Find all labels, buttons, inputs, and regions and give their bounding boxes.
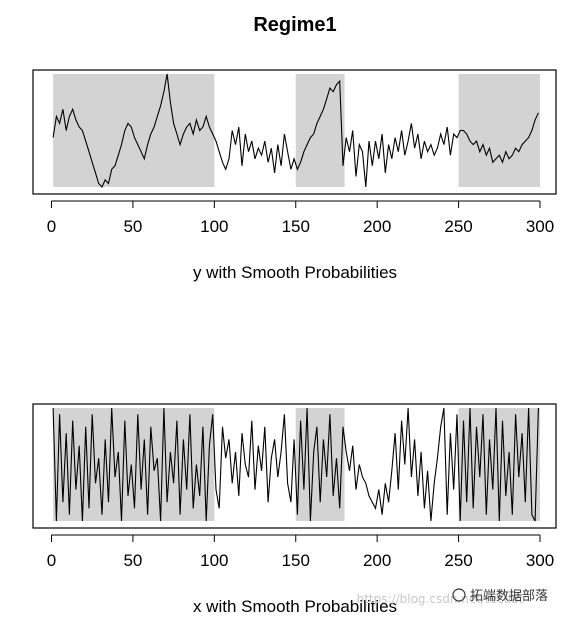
x-tick-label-0: 0	[47, 217, 56, 236]
regime-shading-0	[53, 74, 215, 187]
x-tick-label-150: 150	[282, 551, 310, 570]
regime-shading-2	[458, 74, 540, 187]
x-axis-label: x with Smooth Probabilities	[193, 597, 397, 616]
x-tick-label-200: 200	[363, 551, 391, 570]
x-tick-label-150: 150	[282, 217, 310, 236]
panel-y: 0 50 100 150 200 250 300 y with Smooth Probabil…	[32, 69, 557, 282]
x-tick-label-200: 200	[363, 217, 391, 236]
x-tick-label-250: 250	[444, 217, 472, 236]
plot-frame	[32, 69, 557, 195]
watermark-text: 拓端数据部落	[470, 589, 548, 604]
x-axis-label: y with Smooth Probabilities	[193, 263, 397, 282]
regime-shading-1	[295, 74, 345, 187]
x-tick-label-300: 300	[526, 217, 554, 236]
plot-frame	[32, 403, 557, 529]
x-tick-label-300: 300	[526, 551, 554, 570]
x-tick-label-50: 50	[123, 551, 142, 570]
watermark: https://blog.csdn.net/tecdat 拓端数据部落	[357, 588, 548, 606]
x-tick-label-0: 0	[47, 551, 56, 570]
watermark-faint-text: https://blog.csdn.net/tecdat	[357, 592, 524, 606]
x-tick-label-50: 50	[123, 217, 142, 236]
watermark-logo-icon	[452, 588, 466, 602]
x-tick-label-100: 100	[200, 551, 228, 570]
panel-x: 0 50 100 150 200 250 300 x with Smooth Probabil…	[32, 403, 557, 616]
series-line	[52, 73, 539, 188]
x-tick-label-250: 250	[444, 551, 472, 570]
series-line	[52, 407, 539, 522]
figure-title: Regime1	[253, 14, 336, 36]
x-tick-label-100: 100	[200, 217, 228, 236]
